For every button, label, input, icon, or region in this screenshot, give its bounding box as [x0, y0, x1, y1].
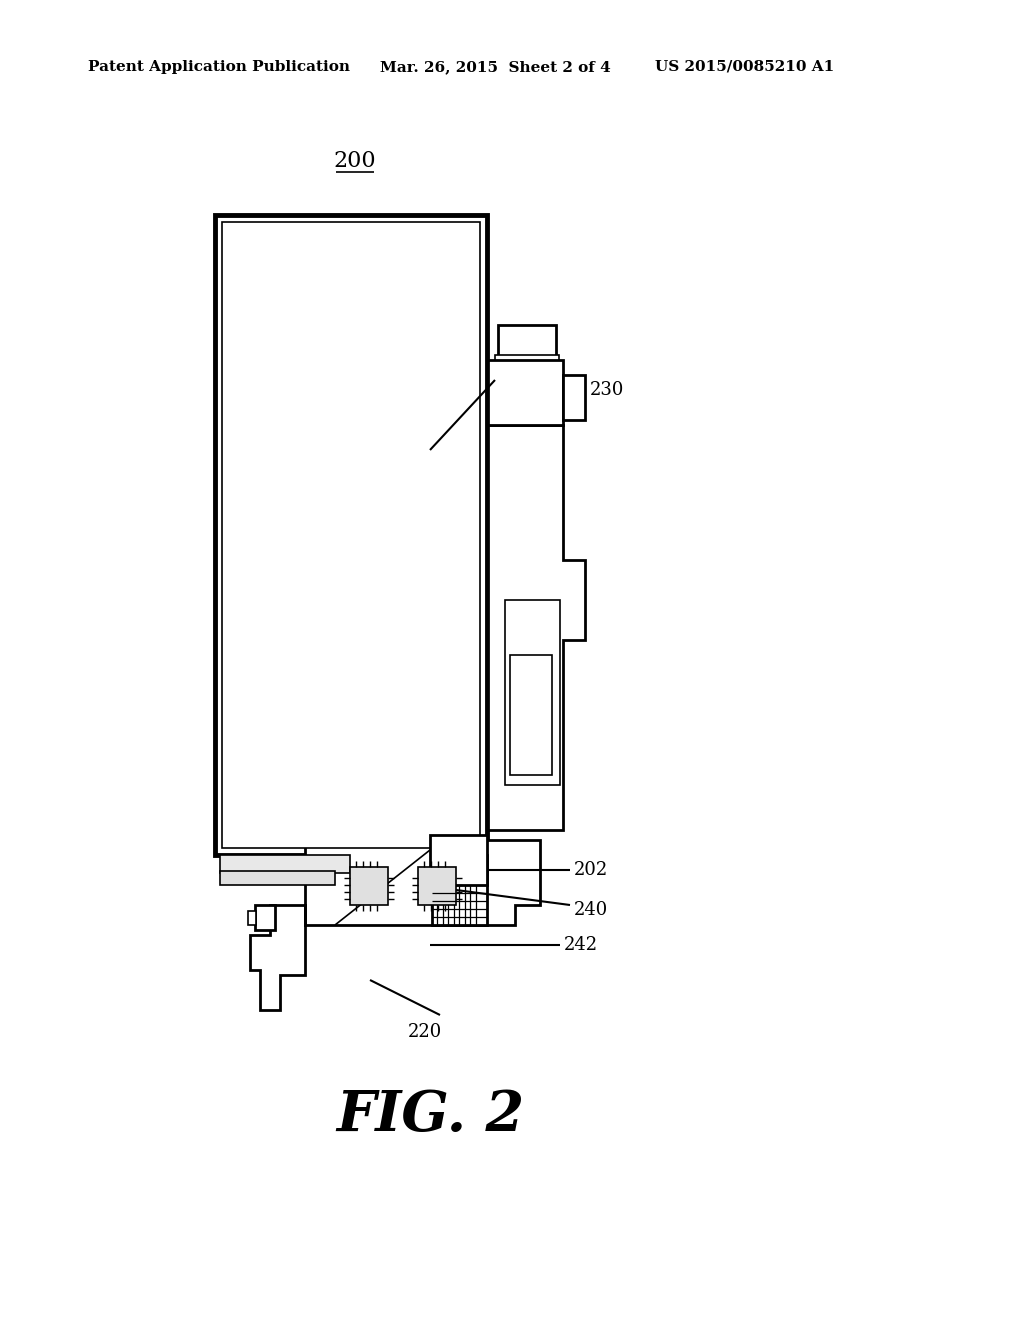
Text: US 2015/0085210 A1: US 2015/0085210 A1: [655, 59, 835, 74]
Text: 242: 242: [564, 936, 598, 954]
Bar: [495, 355, 559, 366]
Bar: [220, 855, 350, 873]
Text: 220: 220: [408, 1023, 442, 1041]
Text: 230: 230: [590, 381, 625, 399]
Bar: [498, 325, 556, 360]
Bar: [215, 215, 487, 855]
Bar: [505, 601, 560, 785]
Bar: [430, 836, 487, 884]
Bar: [510, 655, 552, 775]
Bar: [350, 867, 388, 906]
Text: 202: 202: [574, 861, 608, 879]
Text: Mar. 26, 2015  Sheet 2 of 4: Mar. 26, 2015 Sheet 2 of 4: [380, 59, 610, 74]
Text: 200: 200: [334, 150, 376, 172]
Bar: [488, 360, 563, 425]
Bar: [220, 871, 335, 884]
Bar: [563, 375, 585, 420]
Bar: [255, 906, 275, 931]
Text: 240: 240: [574, 902, 608, 919]
Text: Patent Application Publication: Patent Application Publication: [88, 59, 350, 74]
Bar: [222, 222, 480, 847]
Text: FIG. 2: FIG. 2: [336, 1088, 524, 1143]
Bar: [432, 855, 487, 925]
Bar: [248, 911, 256, 925]
Polygon shape: [250, 840, 540, 1010]
Polygon shape: [488, 425, 585, 830]
Bar: [418, 867, 456, 906]
